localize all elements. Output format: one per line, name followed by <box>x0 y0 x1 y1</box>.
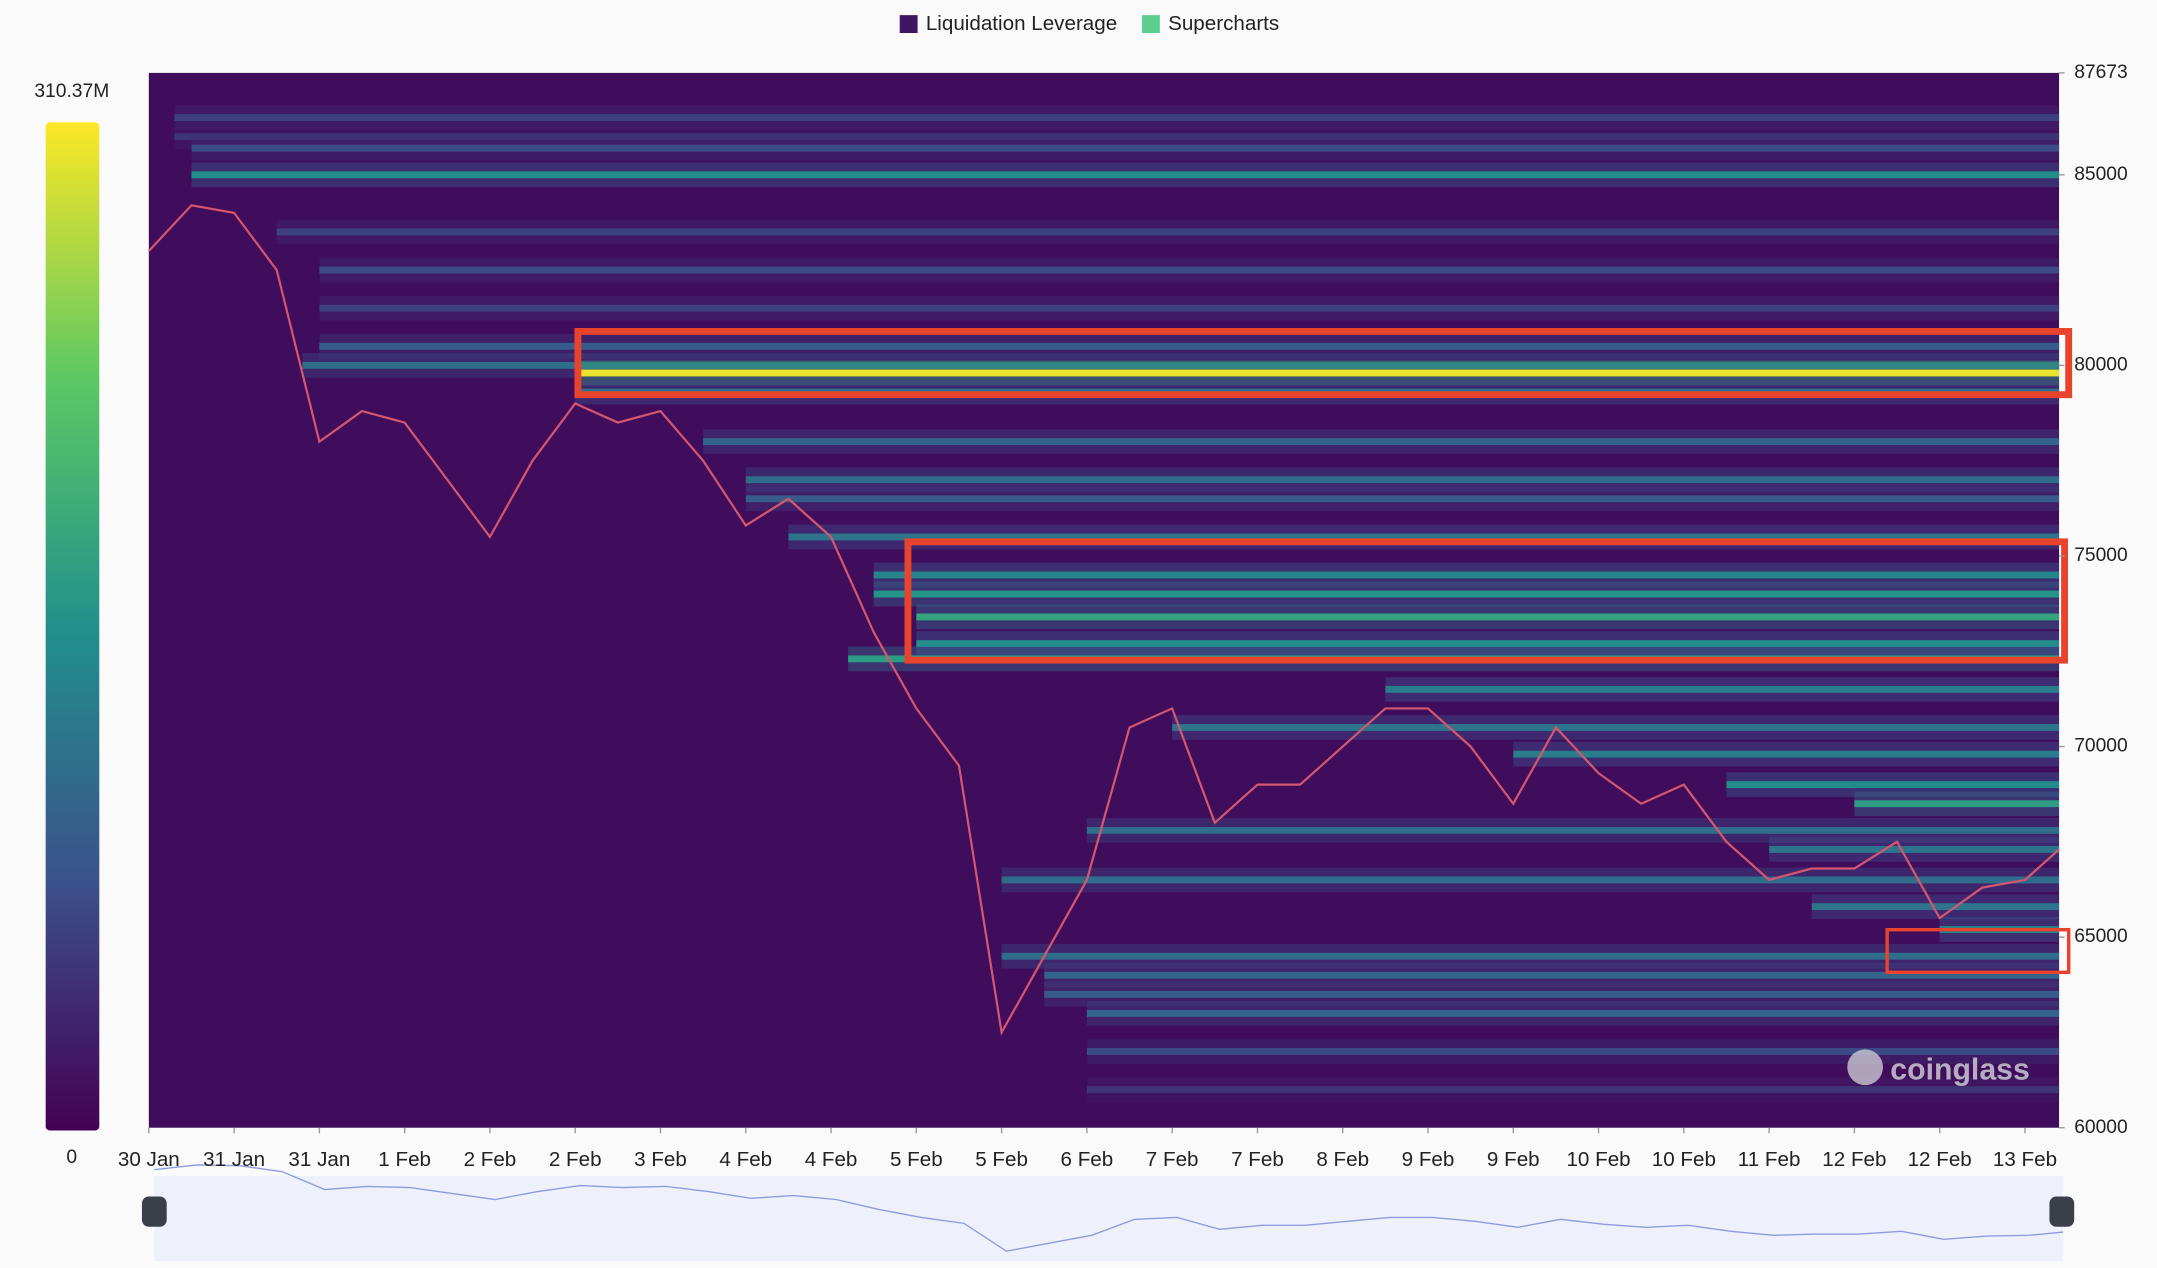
x-tick-label: 7 Feb <box>1231 1148 1284 1171</box>
x-tick-label: 12 Feb <box>1822 1148 1886 1171</box>
y-tick-label: 75000 <box>2074 545 2128 566</box>
heatmap-band <box>319 304 2060 312</box>
x-tick-label: 9 Feb <box>1487 1148 1540 1171</box>
x-tick-label: 4 Feb <box>719 1148 772 1171</box>
x-tick-label: 3 Feb <box>634 1148 687 1171</box>
navigator-line <box>154 1164 2064 1252</box>
x-tick-label: 11 Feb <box>1738 1148 1801 1171</box>
legend-swatch <box>1141 15 1160 34</box>
highlight-box <box>904 538 2069 664</box>
heatmap-band <box>1086 1009 2060 1017</box>
y-tick-label: 65000 <box>2074 926 2128 947</box>
heatmap-band <box>276 228 2060 236</box>
heatmap-band <box>1726 781 2060 789</box>
heatmap-band <box>1001 876 2060 884</box>
heatmap-band <box>1513 750 2060 758</box>
y-tick-label: 85000 <box>2074 164 2128 185</box>
heatmap-band <box>191 171 2060 179</box>
x-tick-label: 9 Feb <box>1402 1148 1455 1171</box>
x-tick-label: 31 Jan <box>203 1148 265 1171</box>
watermark-icon <box>1847 1049 1884 1086</box>
x-tick-label: 8 Feb <box>1316 1148 1369 1171</box>
navigator-handle[interactable] <box>2049 1196 2075 1227</box>
navigator-background <box>154 1175 2064 1262</box>
heatmap-band <box>1044 971 2060 979</box>
heatmap-band <box>873 571 2060 579</box>
x-tick-label: 4 Feb <box>805 1148 858 1171</box>
heatmap-band <box>1385 685 2060 693</box>
heatmap-band <box>174 114 2060 122</box>
colorbar-label: 310.37M <box>34 81 109 102</box>
highlight-box <box>574 328 2073 399</box>
heatmap-band <box>1086 826 2060 834</box>
x-tick-label: 12 Feb <box>1908 1148 1972 1171</box>
y-tick-label: 70000 <box>2074 736 2128 757</box>
x-tick-label: 2 Feb <box>549 1148 602 1171</box>
heatmap-band <box>1086 1048 2060 1055</box>
x-tick-label: 31 Jan <box>288 1148 350 1171</box>
heatmap-band <box>1811 903 2060 911</box>
heatmap-band <box>1172 724 2060 731</box>
y-tick-label: 87673 <box>2074 62 2128 83</box>
heatmap-band <box>1854 800 2060 808</box>
navigator-handle[interactable] <box>141 1196 167 1227</box>
x-tick-label: 5 Feb <box>975 1148 1028 1171</box>
heatmap-band <box>1001 952 2060 960</box>
price-line <box>148 204 2060 1036</box>
x-tick-label: 30 Jan <box>118 1148 180 1171</box>
y-tick-label: 60000 <box>2074 1117 2128 1138</box>
x-tick-label: 5 Feb <box>890 1148 943 1171</box>
legend-swatch <box>899 15 918 34</box>
heatmap-band <box>745 476 2060 484</box>
heatmap-band <box>788 533 2060 541</box>
colorbar-label: 0 <box>66 1147 77 1168</box>
heatmap-band <box>916 613 2060 621</box>
heatmap-band <box>703 438 2060 446</box>
x-tick-label: 7 Feb <box>1146 1148 1199 1171</box>
x-tick-label: 10 Feb <box>1652 1148 1716 1171</box>
highlight-boxes <box>574 328 2073 975</box>
heatmap-band <box>319 342 2060 350</box>
x-tick-label: 6 Feb <box>1061 1148 1114 1171</box>
heatmap-band <box>191 144 2060 152</box>
x-tick-label: 1 Feb <box>378 1148 431 1171</box>
heatmap-band <box>302 361 2060 369</box>
colorbar <box>45 122 100 1131</box>
legend-label: Liquidation Leverage <box>926 12 1117 35</box>
heatmap-band <box>873 590 2060 598</box>
navigator <box>141 1164 2075 1262</box>
legend-label: Supercharts <box>1168 12 1279 35</box>
heatmap-band <box>319 266 2060 274</box>
heatmap-band <box>916 640 2060 648</box>
x-tick-label: 13 Feb <box>1993 1148 2057 1171</box>
heatmap-band <box>1086 1086 2060 1094</box>
x-tick-label: 10 Feb <box>1566 1148 1630 1171</box>
y-tick-label: 80000 <box>2074 354 2128 375</box>
heatmap-band <box>1769 846 2060 853</box>
highlight-box <box>1885 927 2071 975</box>
plot-background <box>148 72 2060 1128</box>
heatmap-band <box>1044 990 2060 998</box>
heatmap-band <box>575 369 2060 377</box>
heatmap-band <box>174 133 2060 141</box>
watermark: coinglass <box>1890 1053 2030 1086</box>
x-tick-label: 2 Feb <box>464 1148 517 1171</box>
heatmap-band <box>745 495 2060 503</box>
